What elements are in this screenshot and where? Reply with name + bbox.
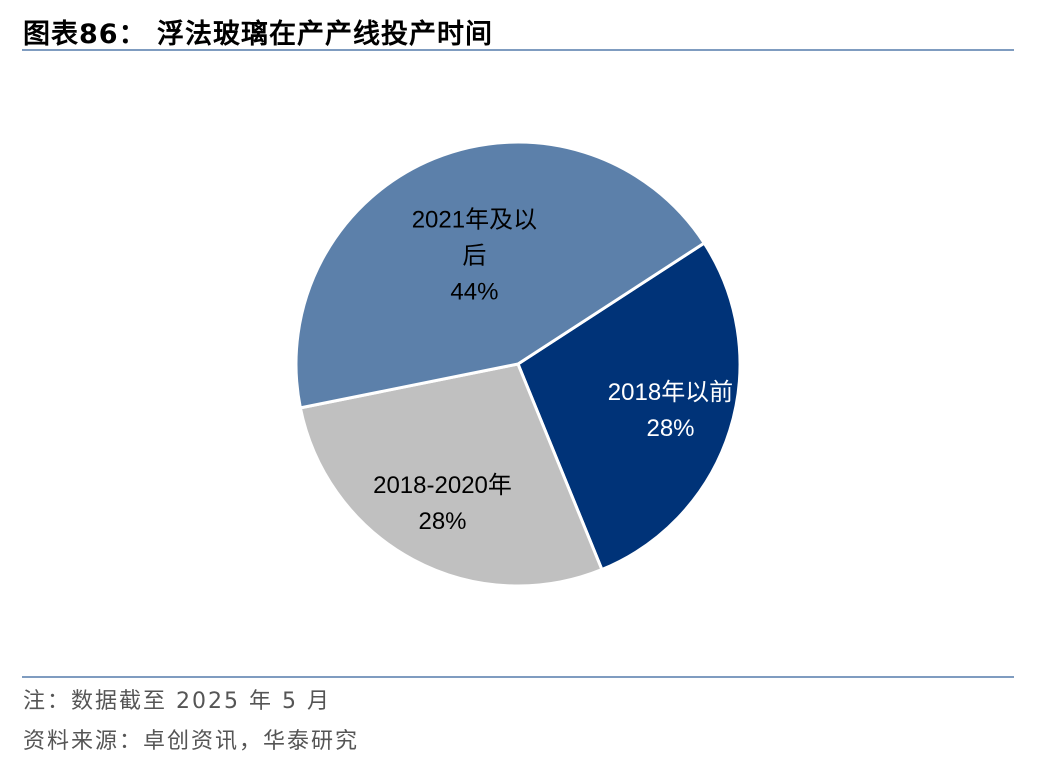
pie-slice xyxy=(294,140,706,410)
slice-category-label: 2021年及以 xyxy=(412,206,537,233)
slice-category-label: 后 xyxy=(462,242,486,269)
title-divider xyxy=(22,49,1014,51)
slice-percent-label: 28% xyxy=(646,415,694,442)
slice-percent-label: 44% xyxy=(450,278,498,305)
slice-category-label: 2018-2020年 xyxy=(373,472,512,499)
chart-title: 图表86： 浮法玻璃在产产线投产时间 xyxy=(23,19,493,50)
slice-percent-label: 28% xyxy=(418,508,466,535)
pie-slice xyxy=(298,362,604,588)
pie-slice xyxy=(516,241,742,572)
slice-category-label: 2018年以前 xyxy=(608,379,733,406)
footnote: 注：数据截至 2025 年 5 月 xyxy=(23,689,331,714)
footer-divider xyxy=(22,676,1014,678)
source-note: 资料来源：卓创资讯，华泰研究 xyxy=(23,729,360,754)
